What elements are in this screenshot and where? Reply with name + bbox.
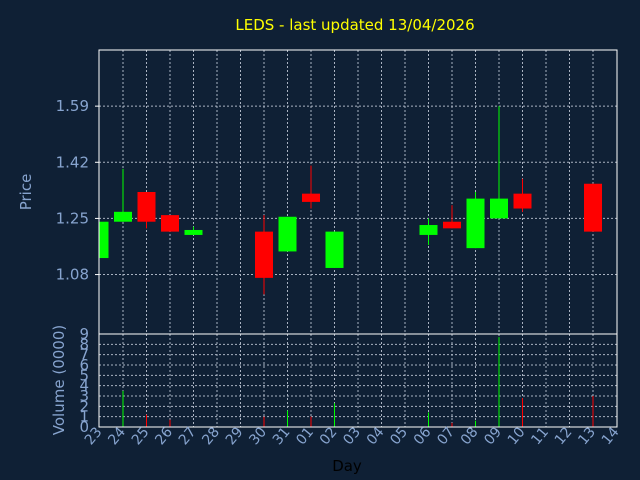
candle-down <box>302 193 320 202</box>
price-tick-labels: 1.59 1.42 1.25 1.08 <box>56 97 99 284</box>
volume-tick-label: 9 <box>79 325 89 343</box>
volume-tick-label: 6 <box>79 356 89 374</box>
volume-tick-label: 3 <box>79 387 89 405</box>
volume-tick-label: 7 <box>79 346 89 364</box>
x-axis-label: Day <box>332 457 362 475</box>
candle-up <box>278 216 297 252</box>
candle-up <box>325 231 344 268</box>
candle-up <box>114 211 132 222</box>
volume-tick-label: 1 <box>79 408 89 426</box>
volume-axis-label: Volume (0000) <box>50 325 68 435</box>
chart-title: LEDS - last updated 13/04/2026 <box>235 16 474 34</box>
candle-up <box>466 198 485 249</box>
candle-down <box>137 192 156 222</box>
volume-tick-label: 4 <box>79 377 89 395</box>
day-tick-labels: 23 24 25 26 27 28 29 30 31 01 02 03 04 05 06 07 08 09 10 11… <box>82 424 623 448</box>
price-tick-label: 1.08 <box>56 266 89 284</box>
volume-tick-label: 5 <box>79 366 89 384</box>
candles-layer <box>99 106 602 295</box>
price-panel: 1.59 1.42 1.25 1.08 Price <box>17 49 618 335</box>
price-tick-label: 1.25 <box>56 209 89 227</box>
candle-up <box>100 221 109 259</box>
candle-down <box>255 231 273 278</box>
volume-frame <box>98 333 618 428</box>
volume-tick-label: 0 <box>79 418 89 436</box>
price-axis-label: Price <box>17 174 35 211</box>
candle-down <box>584 183 602 232</box>
price-tick-label: 1.42 <box>56 153 89 171</box>
candle-up <box>419 225 438 235</box>
price-tick-label: 1.59 <box>56 97 89 115</box>
volume-tick-label: 8 <box>79 335 89 353</box>
candle-up <box>184 229 203 235</box>
volume-tick-label: 2 <box>79 397 89 415</box>
candle-down <box>161 215 179 232</box>
candle-down <box>443 221 461 229</box>
volume-bars-layer <box>122 337 594 427</box>
candle-up <box>490 198 508 219</box>
candle-down <box>513 193 532 209</box>
